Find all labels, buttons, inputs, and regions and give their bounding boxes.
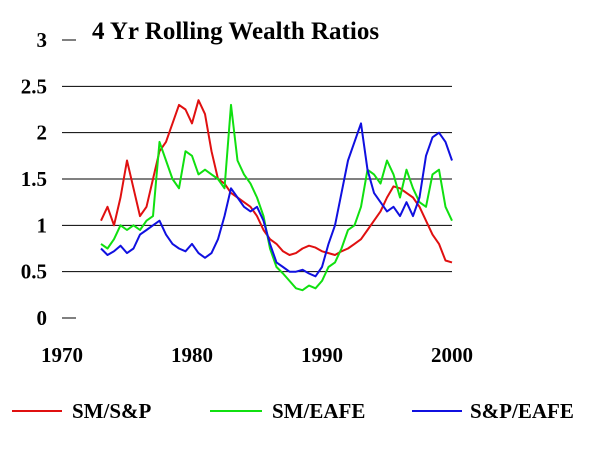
y-tick-label: 2.5 [21,74,47,98]
x-tick-label: 1990 [301,343,343,367]
series-line-3 [100,122,453,278]
legend: SM/S&P SM/EAFE S&P/EAFE [12,399,574,423]
legend-label-1: SM/S&P [72,399,152,423]
legend-label-3: S&P/EAFE [470,399,574,423]
x-tick-label: 1970 [41,343,83,367]
y-tick-label: 1.5 [21,167,47,191]
y-tick-label: 1 [37,213,48,237]
y-tick-label: 0 [37,306,48,330]
series-line-1 [100,99,453,264]
y-tick-label: 0.5 [21,260,47,284]
x-axis-ticks: 1970 1980 1990 2000 [41,343,473,367]
series-line-2 [100,103,453,292]
x-tick-label: 2000 [431,343,473,367]
y-tick-label: 3 [37,28,48,52]
chart-title: 4 Yr Rolling Wealth Ratios [92,18,379,45]
grid [62,39,452,319]
series-lines [100,99,453,292]
y-tick-label: 2 [37,121,48,145]
y-axis-ticks: 0 0.5 1 1.5 2 2.5 3 [21,28,47,330]
x-tick-label: 1980 [171,343,213,367]
legend-label-2: SM/EAFE [272,399,365,423]
